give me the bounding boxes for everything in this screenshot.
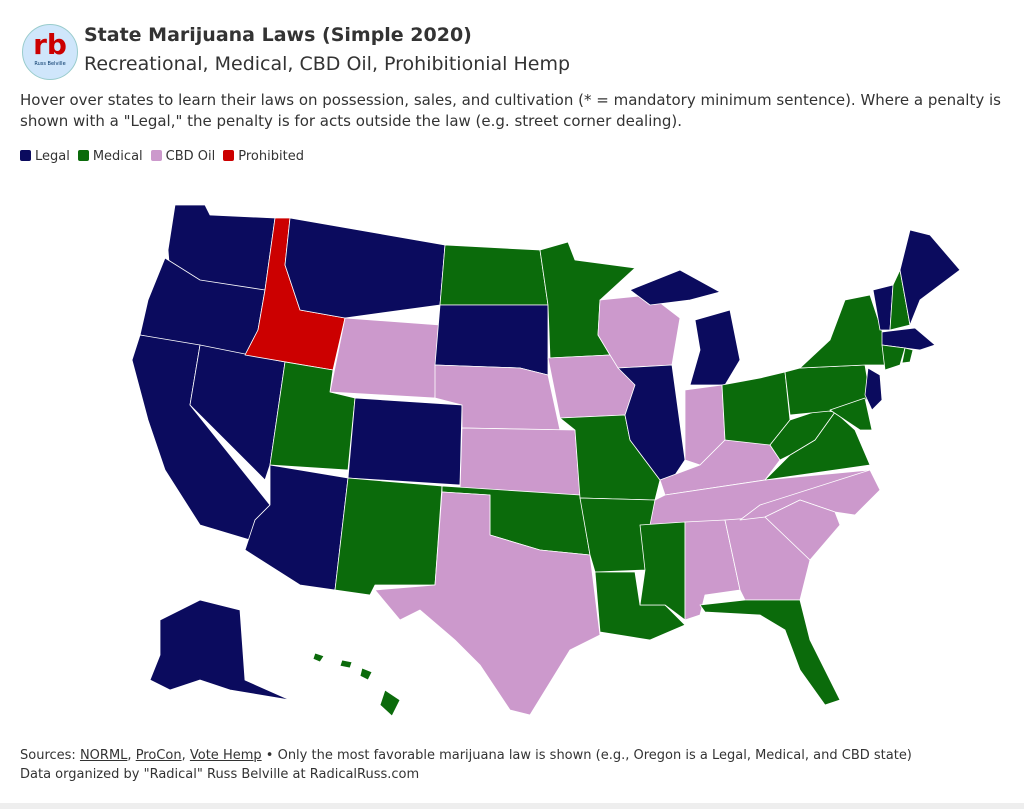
source-link[interactable]: ProCon [135, 748, 182, 763]
legend-label: Prohibited [238, 149, 304, 164]
legend-item: CBD Oil [150, 149, 216, 164]
subtitle: Recreational, Medical, CBD Oil, Prohibit… [84, 53, 571, 75]
state[interactable] [901, 347, 914, 364]
legend-item: Medical [77, 149, 143, 164]
state[interactable] [829, 397, 873, 431]
state[interactable] [881, 327, 936, 351]
state[interactable] [434, 304, 549, 376]
legend-swatch [150, 150, 162, 161]
state[interactable] [312, 652, 325, 663]
footer-note: • Only the most favorable marijuana law … [265, 748, 912, 763]
legend-swatch [223, 150, 235, 161]
state[interactable] [769, 409, 836, 461]
link-separator: , [127, 748, 132, 763]
title: State Marijuana Laws (Simple 2020) [84, 24, 472, 46]
state[interactable] [347, 397, 463, 486]
state[interactable] [864, 367, 883, 411]
state[interactable] [359, 667, 373, 681]
state[interactable] [689, 309, 741, 386]
state[interactable] [629, 269, 721, 306]
state[interactable] [374, 491, 601, 716]
state[interactable] [764, 499, 841, 561]
legend-item: Legal [20, 149, 70, 164]
legend-swatch [77, 150, 89, 161]
sources-line: Sources: NORML, ProCon, Vote Hemp • Only… [20, 746, 912, 765]
state[interactable] [284, 217, 446, 319]
state[interactable] [459, 427, 581, 496]
state[interactable] [339, 659, 353, 669]
state[interactable] [149, 599, 291, 701]
state[interactable] [379, 689, 401, 717]
state[interactable] [579, 497, 656, 573]
map [131, 204, 961, 717]
state[interactable] [639, 521, 686, 621]
bottom-bar [0, 803, 1024, 809]
link-separator: , [181, 748, 186, 763]
credit: Data organized by "Radical" Russ Belvill… [20, 767, 420, 782]
legend-label: CBD Oil [165, 149, 216, 164]
source-links: NORML, ProCon, Vote Hemp [80, 748, 262, 763]
state[interactable] [334, 477, 443, 596]
state[interactable] [244, 464, 349, 591]
sources-label: Sources: [20, 748, 76, 763]
legend-label: Legal [35, 149, 70, 164]
description: Hover over states to learn their laws on… [20, 91, 1001, 130]
source-link[interactable]: NORML [79, 748, 128, 763]
state[interactable] [439, 244, 549, 306]
legend: Legal Medical CBD Oil Prohibited [20, 149, 304, 164]
logo-text: rb [33, 28, 67, 61]
logo: rb Russ Belville [22, 24, 78, 80]
legend-label: Medical [92, 149, 143, 164]
source-link[interactable]: Vote Hemp [189, 748, 262, 763]
state[interactable] [899, 229, 961, 326]
footer: Sources: NORML, ProCon, Vote Hemp • Only… [20, 746, 912, 784]
logo-caption: Russ Belville [34, 61, 66, 67]
state[interactable] [699, 599, 841, 706]
legend-swatch [20, 150, 31, 161]
state[interactable] [594, 571, 686, 641]
legend-item: Prohibited [223, 149, 304, 164]
state[interactable] [881, 344, 906, 371]
state[interactable] [799, 294, 886, 369]
state[interactable] [329, 317, 441, 399]
